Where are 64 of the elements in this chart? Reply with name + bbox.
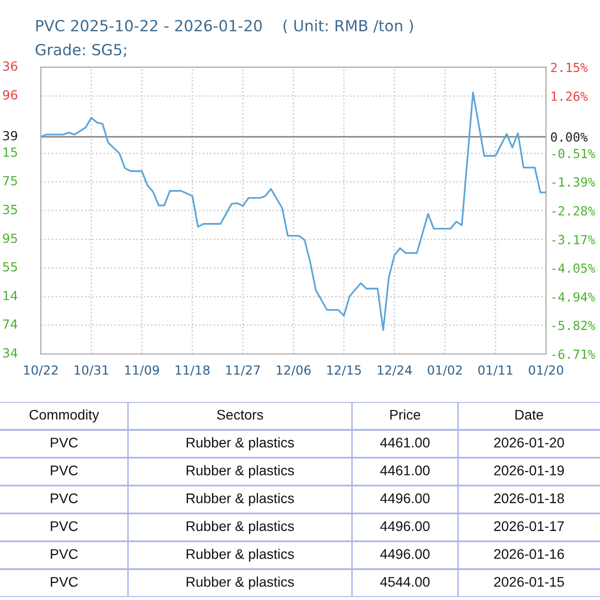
text: Rubber & plastics xyxy=(186,437,294,450)
y-tick-label: 1.26% xyxy=(552,92,588,101)
text: 96 xyxy=(2,90,18,100)
x-tick-label: 11/18 xyxy=(176,365,210,376)
chart-title: PVC 2025-10-22 - 2026-01-20 ( Unit: RMB /ton ) xyxy=(36,20,413,34)
text: 2026-01-15 xyxy=(494,576,564,587)
text: PVC xyxy=(50,549,78,559)
x-tick-label: 11/27 xyxy=(226,365,260,376)
text: 2026-01-17 xyxy=(494,521,564,532)
x-tick-label: 12/15 xyxy=(327,365,361,376)
text: 36 xyxy=(3,61,18,71)
y-tick-label: -1.39% xyxy=(552,177,596,187)
text: 4496.00 xyxy=(380,521,430,532)
text: Rubber & plastics xyxy=(186,548,294,562)
text: 2026-01-18 xyxy=(494,493,564,504)
text: Rubber & plastics xyxy=(186,493,294,506)
text: 34 xyxy=(3,348,18,358)
text: Rubber & plastics xyxy=(186,520,294,534)
line-series xyxy=(40,92,546,331)
text: Rubber & plastics xyxy=(186,465,294,478)
y-tick-label: -4.05% xyxy=(552,263,596,273)
chart-subtitle: Grade: SG5; xyxy=(36,44,126,57)
text: 4496.00 xyxy=(380,549,430,559)
text: PVC xyxy=(50,438,78,448)
x-tick-label: 01/20 xyxy=(528,365,564,376)
x-tick-label: 11/09 xyxy=(125,365,159,376)
x-tick-label: 01/11 xyxy=(478,365,512,376)
x-tick-label: 10/31 xyxy=(74,365,108,376)
text: 4544.00 xyxy=(380,576,430,587)
text: 14 xyxy=(4,291,18,300)
text: PVC xyxy=(50,493,78,504)
y-tick-label: -2.28% xyxy=(552,206,596,216)
y-tick-label: -3.17% xyxy=(552,234,596,244)
text: PVC xyxy=(50,466,78,476)
x-tick-label: 01/02 xyxy=(428,365,462,376)
text: 2026-01-19 xyxy=(494,466,564,476)
text: PVC xyxy=(50,576,78,587)
text: 95 xyxy=(2,234,17,244)
y-tick-label: 0.00% xyxy=(550,132,588,142)
text: PVC xyxy=(50,521,78,532)
text: 4461.00 xyxy=(380,466,430,476)
y-tick-label: -6.71% xyxy=(552,350,596,359)
text: 4461.00 xyxy=(380,438,430,448)
text: 4496.00 xyxy=(380,493,430,504)
x-tick-label: 12/06 xyxy=(276,365,311,376)
text: 15 xyxy=(4,148,17,157)
y-tick-label: -5.82% xyxy=(552,320,596,330)
text: 2026-01-20 xyxy=(494,438,564,448)
category-label: Commodity xyxy=(30,409,100,422)
text: 55 xyxy=(3,262,17,272)
category-label: Price xyxy=(390,409,420,420)
y-tick-label: -4.94% xyxy=(552,292,596,302)
text: 2026-01-16 xyxy=(494,549,564,559)
category-label: Sectors xyxy=(217,410,264,420)
y-tick-label: -0.51% xyxy=(552,148,596,158)
text: 39 xyxy=(3,130,18,140)
category-label: Date xyxy=(515,410,544,420)
text: 75 xyxy=(3,176,17,186)
x-tick-label: 12/24 xyxy=(378,365,412,376)
text: 35 xyxy=(3,204,17,214)
x-tick-label: 10/22 xyxy=(24,365,58,376)
y-tick-label: 2.15% xyxy=(551,62,588,72)
text: Rubber & plastics xyxy=(186,576,294,590)
text: 74 xyxy=(3,320,18,329)
